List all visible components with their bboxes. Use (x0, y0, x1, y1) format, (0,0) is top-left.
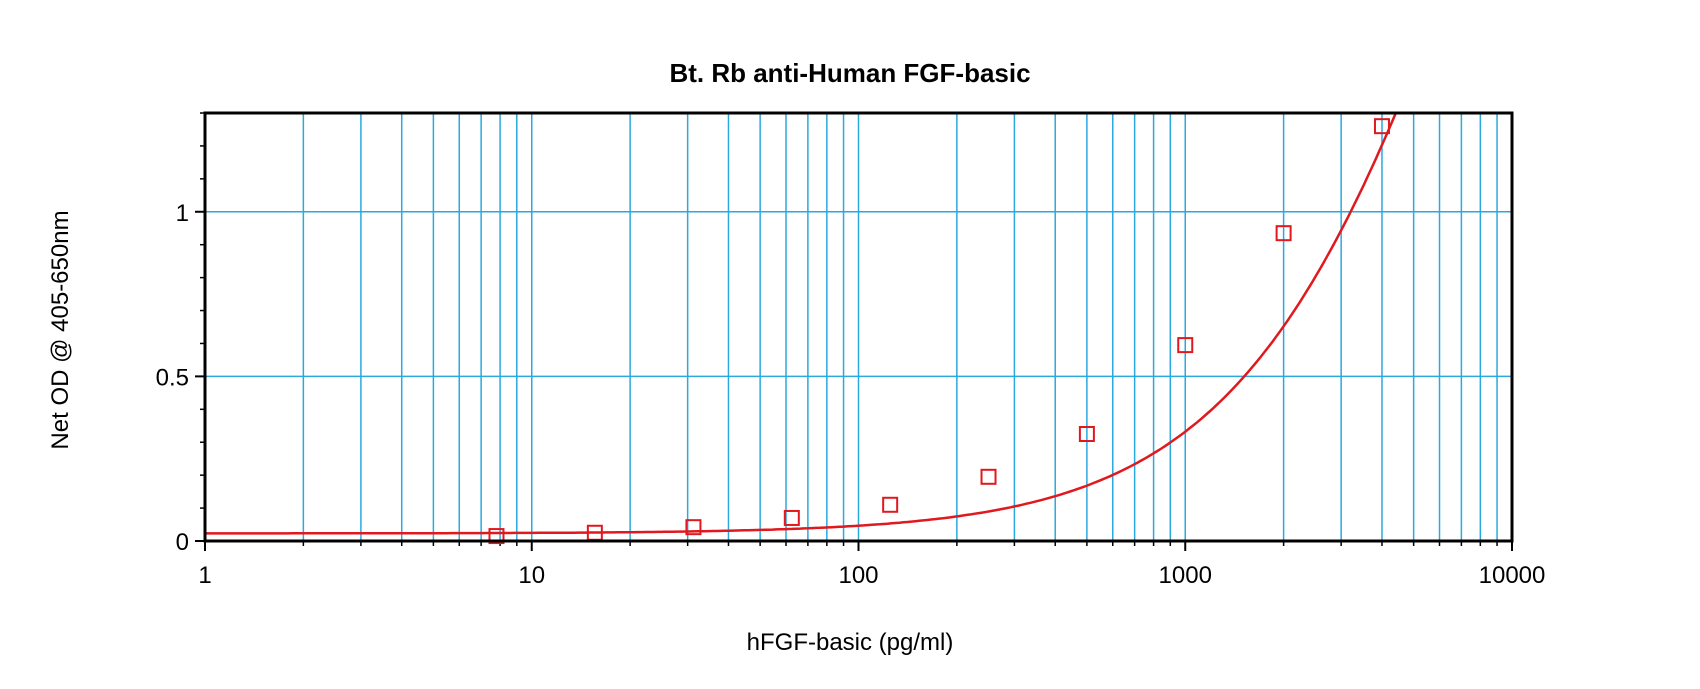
y-tick-label: 0.5 (156, 364, 189, 391)
data-points (488, 118, 1390, 545)
fit-curve-group (205, 113, 1397, 535)
y-axis-ticks: 00.51 (156, 200, 205, 556)
data-point (1078, 426, 1095, 442)
data-point (488, 528, 505, 545)
x-tick-label: 10000 (1479, 562, 1546, 589)
data-point (685, 519, 702, 536)
x-axis-label: hFGF-basic (pg/ml) (747, 629, 954, 656)
grid (205, 113, 1512, 541)
y-tick-label: 0 (176, 529, 189, 556)
y-axis-label: Net OD @ 405-650nm (47, 210, 74, 449)
data-point (1177, 337, 1194, 354)
data-point (783, 509, 800, 526)
y-tick-label: 1 (176, 200, 189, 227)
data-point (980, 468, 997, 485)
x-axis-ticks: 1 10 100 1000 10000 (198, 541, 1545, 589)
data-point (1275, 225, 1292, 242)
x-tick-label: 1000 (1159, 562, 1212, 589)
x-tick-label: 100 (838, 562, 878, 589)
x-tick-label: 10 (518, 562, 545, 589)
minor-ticks (200, 112, 1498, 546)
data-point (882, 496, 899, 513)
x-tick-label: 1 (198, 562, 211, 589)
fit-curve (205, 113, 1397, 535)
data-point (1373, 118, 1390, 135)
chart-title: Bt. Rb anti-Human FGF-basic (669, 58, 1030, 88)
